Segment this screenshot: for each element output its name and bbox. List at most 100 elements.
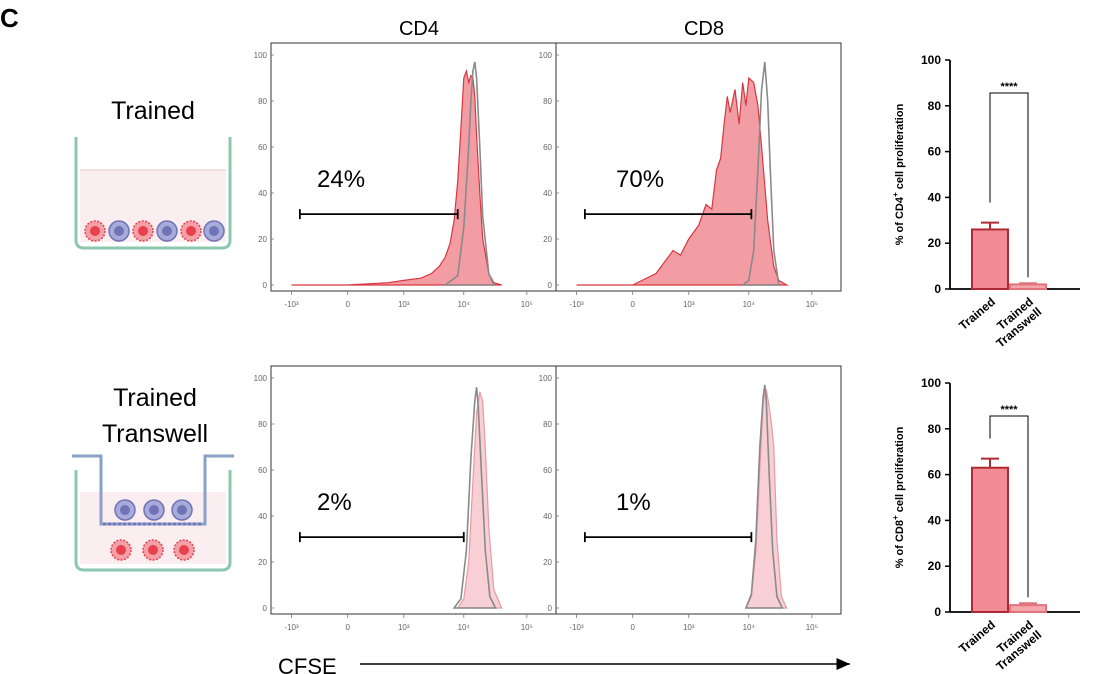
x-tick-label: -10³ (569, 623, 584, 632)
control-histogram-line (452, 387, 497, 609)
t-cell-icon (143, 499, 165, 521)
y-tick-label: 80 (928, 99, 942, 113)
gate-percentage-label: 1% (616, 489, 651, 516)
x-tick-label: 10⁴ (743, 300, 756, 309)
x-tick-label: -10³ (284, 623, 299, 632)
y-axis-title: % of CD8+ cell proliferation (891, 426, 906, 568)
trained-well-illustration (74, 137, 232, 250)
y-tick-label: 60 (928, 145, 942, 159)
y-tick-label: 60 (258, 143, 267, 152)
x-tick-label: 0 (630, 300, 635, 309)
y-tick-label: 100 (539, 51, 553, 60)
y-tick-label: 0 (548, 281, 553, 290)
x-tick-label: 10³ (398, 300, 410, 309)
histogram-cd8-trained: 0 20 40 60 80 100 -10³ 0 10³ 10⁴ 10⁵ 70% (539, 42, 842, 309)
y-tick-label: 80 (258, 97, 267, 106)
y-tick-label: 60 (928, 468, 942, 482)
y-tick-label: 100 (921, 376, 941, 390)
dc-cell-icon (142, 539, 164, 561)
y-axis-title: % of CD4+ cell proliferation (891, 103, 906, 245)
x-tick-label: 10³ (683, 300, 695, 309)
category-label: Trained (956, 618, 998, 656)
plot-frame (555, 42, 842, 292)
plot-frame (555, 365, 842, 615)
transwell-illustration (72, 454, 234, 572)
y-tick-label: 40 (258, 512, 267, 521)
trained-histogram-area (456, 391, 503, 609)
dc-cell-icon (84, 220, 106, 242)
significance-stars: **** (1000, 81, 1018, 93)
x-tick-label: 10⁵ (521, 300, 533, 309)
column-title-cd8: CD8 (684, 18, 724, 40)
y-tick-label: 60 (543, 466, 552, 475)
category-label: Trained (956, 295, 998, 333)
dc-cell-icon (180, 220, 202, 242)
well-outline (74, 137, 232, 250)
y-tick-label: 100 (254, 374, 268, 383)
y-tick-label: 60 (258, 466, 267, 475)
x-tick-label: 10⁵ (521, 623, 533, 632)
control-histogram-line (740, 61, 780, 286)
trained-histogram-area (744, 389, 788, 609)
y-tick-label: 80 (258, 420, 267, 429)
y-tick-label: 40 (928, 513, 942, 527)
significance-stars: **** (1000, 404, 1018, 416)
x-tick-label: 0 (345, 623, 350, 632)
x-tick-label: 10⁴ (458, 623, 471, 632)
bar (1009, 283, 1047, 291)
bar (971, 228, 1009, 291)
histogram-cd4-transwell: 0 20 40 60 80 100 -10³ 0 10³ 10⁴ 10⁵ 2% (254, 365, 557, 632)
bar (1009, 604, 1047, 614)
y-tick-label: 80 (543, 420, 552, 429)
x-tick-label: 10⁴ (458, 300, 471, 309)
y-tick-label: 80 (928, 422, 942, 436)
significance-bracket (989, 92, 1029, 278)
y-tick-label: 20 (543, 235, 552, 244)
y-tick-label: 20 (258, 235, 267, 244)
well-outline (74, 470, 232, 572)
gate-percentage-label: 24% (317, 166, 365, 193)
row-label-transwell-line2: Transwell (102, 420, 208, 448)
x-tick-label: 10³ (683, 623, 695, 632)
y-tick-label: 20 (543, 558, 552, 567)
x-tick-label: 10⁵ (806, 300, 818, 309)
y-tick-label: 100 (921, 53, 941, 67)
t-cell-icon (114, 499, 136, 521)
plot-frame (270, 365, 557, 615)
y-tick-label: 0 (934, 282, 941, 296)
y-tick-label: 80 (543, 97, 552, 106)
cell-row (84, 220, 225, 242)
y-tick-label: 0 (263, 604, 268, 613)
x-tick-label: -10³ (569, 300, 584, 309)
plot-frame (270, 42, 557, 292)
t-cell-icon (203, 220, 225, 242)
significance-bracket (989, 415, 1029, 598)
trained-histogram-area (576, 76, 789, 286)
y-tick-label: 100 (539, 374, 553, 383)
panel-letter: C (0, 3, 19, 33)
x-axis-title-cfse: CFSE (278, 654, 337, 674)
y-tick-label: 60 (543, 143, 552, 152)
y-tick-label: 40 (928, 190, 942, 204)
y-tick-label: 20 (928, 559, 942, 573)
x-tick-label: 10⁴ (743, 623, 756, 632)
column-title-cd4: CD4 (399, 18, 439, 40)
dc-cell-icon (110, 539, 132, 561)
histogram-cd8-transwell: 0 20 40 60 80 100 -10³ 0 10³ 10⁴ 10⁵ 1% (539, 365, 842, 632)
control-histogram-line (744, 384, 784, 609)
x-tick-label: 0 (630, 623, 635, 632)
gate-percentage-label: 70% (616, 166, 664, 193)
t-cell-icon (156, 220, 178, 242)
x-tick-label: 10³ (398, 623, 410, 632)
control-histogram-line (442, 61, 496, 286)
row-label-transwell-line1: Trained (113, 384, 197, 412)
y-tick-label: 40 (543, 512, 552, 521)
y-tick-label: 20 (258, 558, 267, 567)
y-tick-label: 0 (263, 281, 268, 290)
y-tick-label: 20 (928, 236, 942, 250)
t-cell-icon (171, 499, 193, 521)
y-tick-label: 40 (258, 189, 267, 198)
gate-percentage-label: 2% (317, 489, 352, 516)
